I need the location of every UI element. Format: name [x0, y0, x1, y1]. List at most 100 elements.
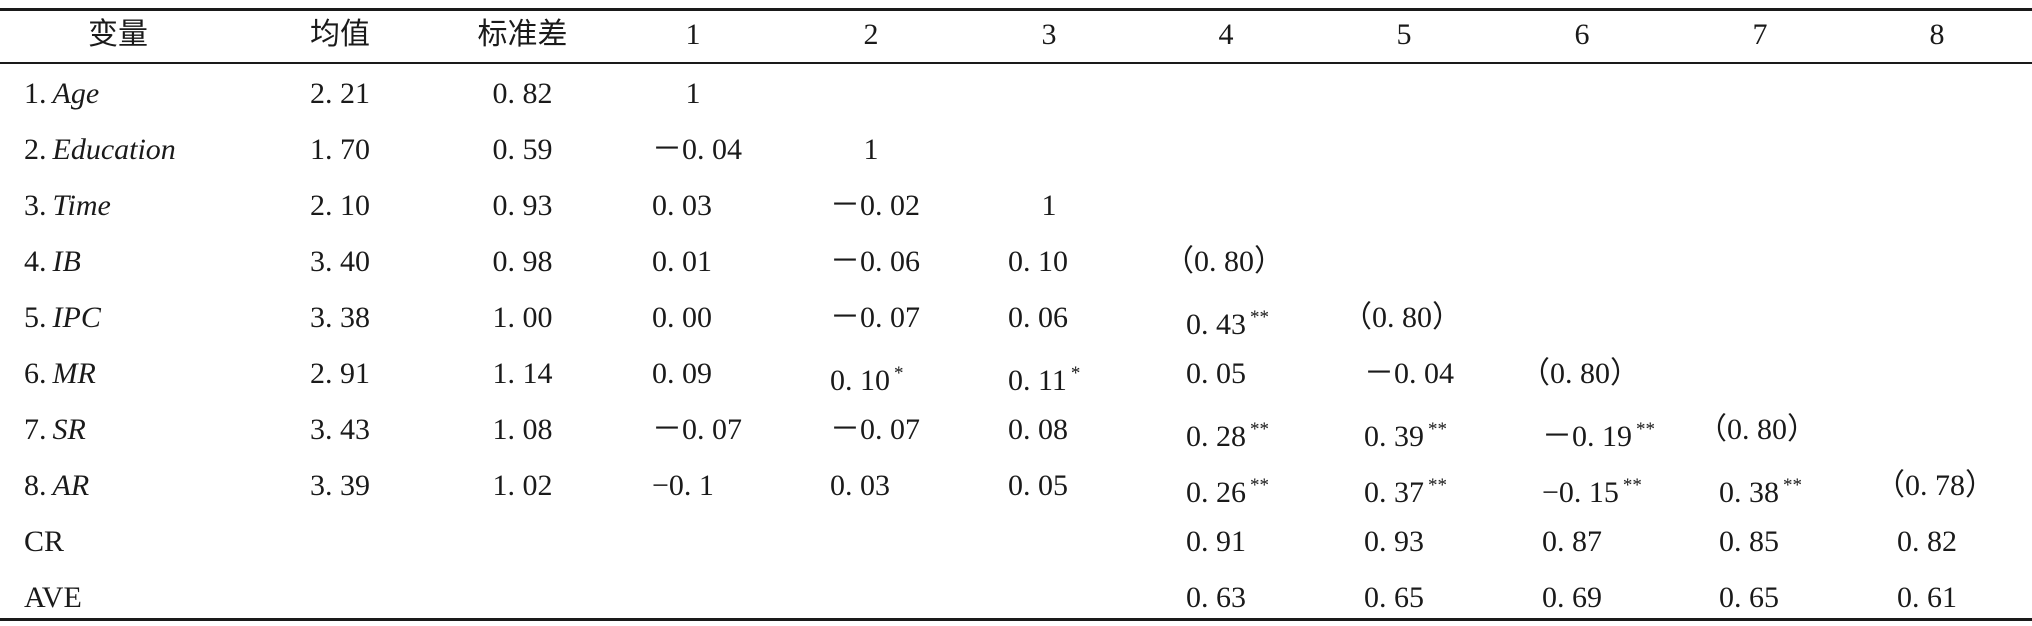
row-number: 7. [24, 413, 47, 446]
significance-marker: ** [1622, 475, 1642, 496]
table-row: 7. SR 3. 43 1. 08 －0. 07 －0. 07 0. 08 0. 28 ** 0.… [0, 402, 2032, 458]
correlation-cell: 0. 05 [1008, 458, 1068, 514]
footer-value: 0. 82 [1897, 525, 1957, 558]
footer-value: 0. 85 [1719, 525, 1779, 558]
correlation-cell: −0. 15 ** [1542, 458, 1642, 514]
correlation-value: 0. 06 [1008, 301, 1068, 334]
row-number: 4. [24, 245, 47, 278]
correlation-value: 0. 43 [1186, 308, 1246, 341]
row-variable-label: 3. Time [24, 178, 111, 234]
correlation-cell: −0. 1 [652, 458, 714, 514]
correlation-cell: 0. 37 ** [1364, 458, 1447, 514]
correlation-cell: （0. 80） [1697, 402, 1817, 458]
correlation-value: （0. 78） [1875, 469, 1995, 502]
row-variable-name: Time [52, 189, 111, 222]
row-mean: 3. 43 [310, 413, 370, 446]
correlation-cell: －0. 07 [830, 290, 920, 346]
significance-marker: ** [1783, 475, 1802, 496]
correlation-cell: 0. 38 ** [1719, 458, 1802, 514]
footer-value: 0. 65 [1364, 581, 1424, 614]
ave-row: AVE 0. 63 0. 65 0. 69 0. 65 0. 61 [0, 570, 2032, 626]
correlation-value: 0. 03 [652, 189, 712, 222]
correlation-cell: （0. 80） [1164, 234, 1284, 290]
row-variable-name: SR [52, 413, 86, 446]
correlation-cell: （0. 78） [1875, 458, 1995, 514]
table-row: 3. Time 2. 10 0. 93 0. 03 －0. 02 1 [0, 178, 2032, 234]
correlation-value: 0. 05 [1186, 357, 1246, 390]
correlation-value: －0. 07 [830, 413, 920, 446]
row-variable-label: 6. MR [24, 346, 96, 402]
row-variable-name: MR [52, 357, 96, 390]
correlation-cell: 0. 06 [1008, 290, 1068, 346]
correlation-cell: 1 [811, 122, 931, 178]
correlation-cell: 0. 01 [652, 234, 712, 290]
correlation-value: −0. 1 [652, 469, 714, 502]
correlation-cell: 0. 03 [830, 458, 890, 514]
correlation-value: 0. 10 [830, 364, 890, 397]
correlation-cell: （0. 80） [1520, 346, 1640, 402]
correlation-cell: 1 [633, 66, 753, 122]
bottom-rule [0, 618, 2032, 621]
correlation-cell: －0. 19 ** [1542, 402, 1655, 458]
row-variable-label: 1. Age [24, 66, 99, 122]
row-variable-name: IPC [52, 301, 101, 334]
row-mean: 2. 10 [310, 189, 370, 222]
top-rule [0, 8, 2032, 11]
correlation-value: 0. 08 [1008, 413, 1068, 446]
header-col-1: 1 [685, 18, 701, 51]
significance-marker: ** [1636, 419, 1655, 440]
header-row: 变量 均值 标准差 1 2 3 4 5 6 7 8 [0, 8, 2032, 64]
correlation-cell: 0. 00 [652, 290, 712, 346]
correlation-value: －0. 04 [1364, 357, 1454, 390]
correlation-cell: 0. 08 [1008, 402, 1068, 458]
header-col-3: 3 [1041, 18, 1057, 51]
correlation-cell: （0. 80） [1342, 290, 1462, 346]
correlation-cell: 0. 43 ** [1186, 290, 1269, 346]
footer-value: 0. 63 [1186, 581, 1246, 614]
correlation-cell: 0. 26 ** [1186, 458, 1269, 514]
row-variable-name: Age [52, 77, 100, 110]
correlation-value: 0. 26 [1186, 476, 1246, 509]
row-sd: 0. 82 [492, 77, 553, 110]
row-variable-name: AR [52, 469, 90, 502]
correlation-cell: 0. 09 [652, 346, 712, 402]
significance-marker: * [894, 363, 904, 384]
row-mean: 2. 91 [310, 357, 370, 390]
correlation-cell: －0. 07 [652, 402, 742, 458]
footer-value: 0. 61 [1897, 581, 1957, 614]
footer-value: 0. 65 [1719, 581, 1779, 614]
footer-value: 0. 87 [1542, 525, 1602, 558]
correlation-value: 0. 00 [652, 301, 712, 334]
row-variable-label: 7. SR [24, 402, 86, 458]
correlation-cell: －0. 02 [830, 178, 920, 234]
row-variable-name: Education [52, 133, 176, 166]
correlation-value: －0. 07 [830, 301, 920, 334]
correlation-value: －0. 04 [652, 133, 742, 166]
row-sd: 1. 08 [492, 413, 553, 446]
correlation-value: －0. 02 [830, 189, 920, 222]
row-mean: 3. 39 [310, 469, 370, 502]
row-variable-label: 8. AR [24, 458, 89, 514]
header-col-5: 5 [1396, 18, 1412, 51]
row-sd: 0. 93 [492, 189, 553, 222]
row-mean: 2. 21 [310, 77, 370, 110]
header-col-2: 2 [863, 18, 879, 51]
row-number: 8. [24, 469, 47, 502]
row-variable-label: 2. Education [24, 122, 176, 178]
header-sd: 标准差 [477, 18, 568, 51]
correlation-value: （0. 80） [1342, 301, 1462, 334]
correlation-cell: 0. 10 [1008, 234, 1068, 290]
row-variable-label: 5. IPC [24, 290, 101, 346]
row-sd: 0. 98 [492, 245, 553, 278]
correlation-cell: 0. 03 [652, 178, 712, 234]
correlation-value: 0. 28 [1186, 420, 1246, 453]
footer-value: 0. 93 [1364, 525, 1424, 558]
correlation-value: －0. 07 [652, 413, 742, 446]
row-mean: 3. 40 [310, 245, 370, 278]
header-rule [0, 62, 2032, 64]
correlation-value: （0. 80） [1697, 413, 1817, 446]
row-mean: 1. 70 [310, 133, 370, 166]
row-sd: 0. 59 [492, 133, 553, 166]
correlation-value: 0. 37 [1364, 476, 1424, 509]
